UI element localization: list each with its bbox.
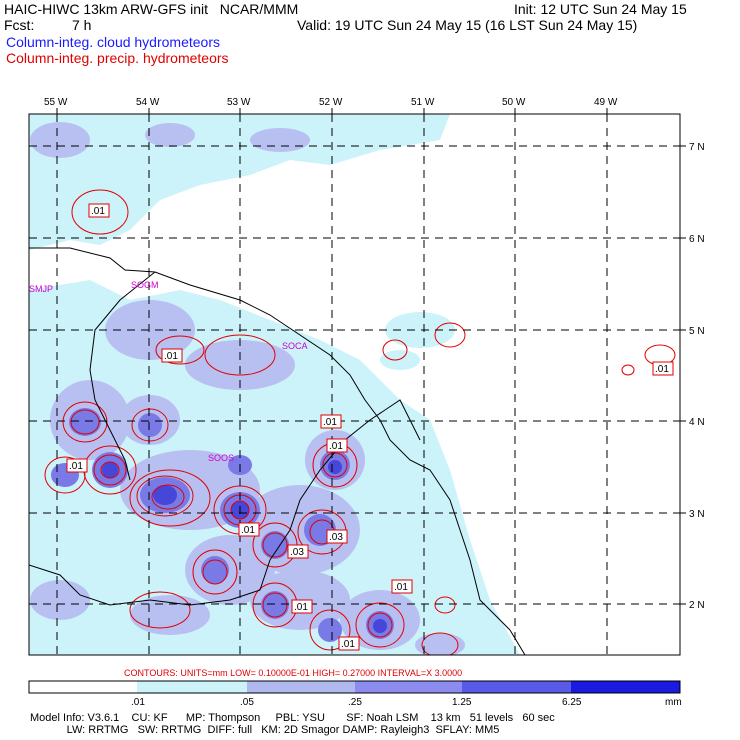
lat-label: 6 N (689, 234, 705, 245)
model-info-line1: Model Info: V3.6.1 CU: KF MP: Thompson P… (30, 712, 555, 724)
lat-lon-grid (29, 114, 680, 655)
lon-label: 55 W (44, 97, 68, 108)
lon-label: 52 W (319, 97, 343, 108)
lat-label: 4 N (689, 417, 705, 428)
station-label: SOCA (282, 341, 308, 351)
contour-label-box: .03 (287, 544, 309, 559)
colorbar-tick: 1.25 (452, 697, 472, 708)
svg-text:.03: .03 (290, 547, 304, 558)
svg-text:.01: .01 (323, 417, 337, 428)
svg-text:.01: .01 (164, 351, 178, 362)
lat-label: 5 N (689, 326, 705, 337)
lon-ticks (56, 108, 608, 114)
contour-label-box: .01 (391, 579, 413, 594)
colorbar (28, 680, 681, 694)
colorbar-tick: 6.25 (562, 697, 582, 708)
contour-label-box: .01 (161, 348, 183, 363)
model-info-line2: LW: RRTMG SW: RRTMG DIFF: full KM: 2D Sm… (30, 724, 500, 736)
colorbar-tick: .05 (240, 697, 254, 708)
lon-label: 51 W (411, 97, 435, 108)
lon-label: 54 W (136, 97, 160, 108)
contour-labels: .01 .01 .01 .01 .01 .01 .01 .03 .03 .01 … (66, 203, 674, 651)
init-time: Init: 12 UTC Sun 24 May 15 (514, 1, 687, 17)
station-label: SOGM (131, 280, 159, 290)
svg-text:.01: .01 (91, 206, 105, 217)
cloud-shading (29, 114, 520, 655)
contour-label-box: .01 (320, 414, 342, 429)
station-label: SOOS (208, 453, 234, 463)
plot-frame (28, 113, 681, 656)
legend-precip-hydrometeors: Column-integ. precip. hydrometeors (6, 50, 229, 66)
lat-label: 2 N (689, 600, 705, 611)
lon-label: 50 W (502, 97, 526, 108)
lon-label: 53 W (227, 97, 251, 108)
contour-label-box: .01 (291, 599, 313, 614)
colorbar-tick: .01 (131, 697, 145, 708)
svg-text:.01: .01 (294, 602, 308, 613)
contour-label-box: .01 (66, 458, 88, 473)
contour-label-box: .01 (652, 361, 674, 376)
forecast-label: Fcst: (4, 17, 35, 33)
contour-label-box: .01 (326, 438, 348, 453)
lat-ticks (680, 145, 686, 605)
svg-text:.03: .03 (329, 532, 343, 543)
contour-label-box: .01 (88, 203, 110, 218)
colorbar-tick: .25 (348, 697, 362, 708)
lat-label: 7 N (689, 142, 705, 153)
contour-label-box: .01 (338, 636, 360, 651)
lon-label: 49 W (594, 97, 618, 108)
svg-text:.01: .01 (341, 639, 355, 650)
contour-label-box: .01 (238, 522, 260, 537)
forecast-value: 7 h (72, 17, 92, 33)
contour-label-box: .03 (326, 529, 348, 544)
svg-text:.01: .01 (69, 461, 83, 472)
valid-time: Valid: 19 UTC Sun 24 May 15 (16 LST Sun … (297, 17, 638, 33)
contour-info: CONTOURS: UNITS=mm LOW= 0.10000E-01 HIGH… (124, 668, 462, 678)
svg-text:.01: .01 (329, 441, 343, 452)
station-label: SMJP (29, 284, 53, 294)
legend-cloud-hydrometeors: Column-integ. cloud hydrometeors (6, 34, 220, 50)
svg-text:.01: .01 (241, 525, 255, 536)
svg-text:.01: .01 (655, 364, 669, 375)
colorbar-units: mm (665, 697, 682, 708)
plot-title: HAIC-HIWC 13km ARW-GFS init NCAR/MMM (4, 1, 299, 17)
lat-label: 3 N (689, 509, 705, 520)
svg-text:.01: .01 (394, 582, 408, 593)
